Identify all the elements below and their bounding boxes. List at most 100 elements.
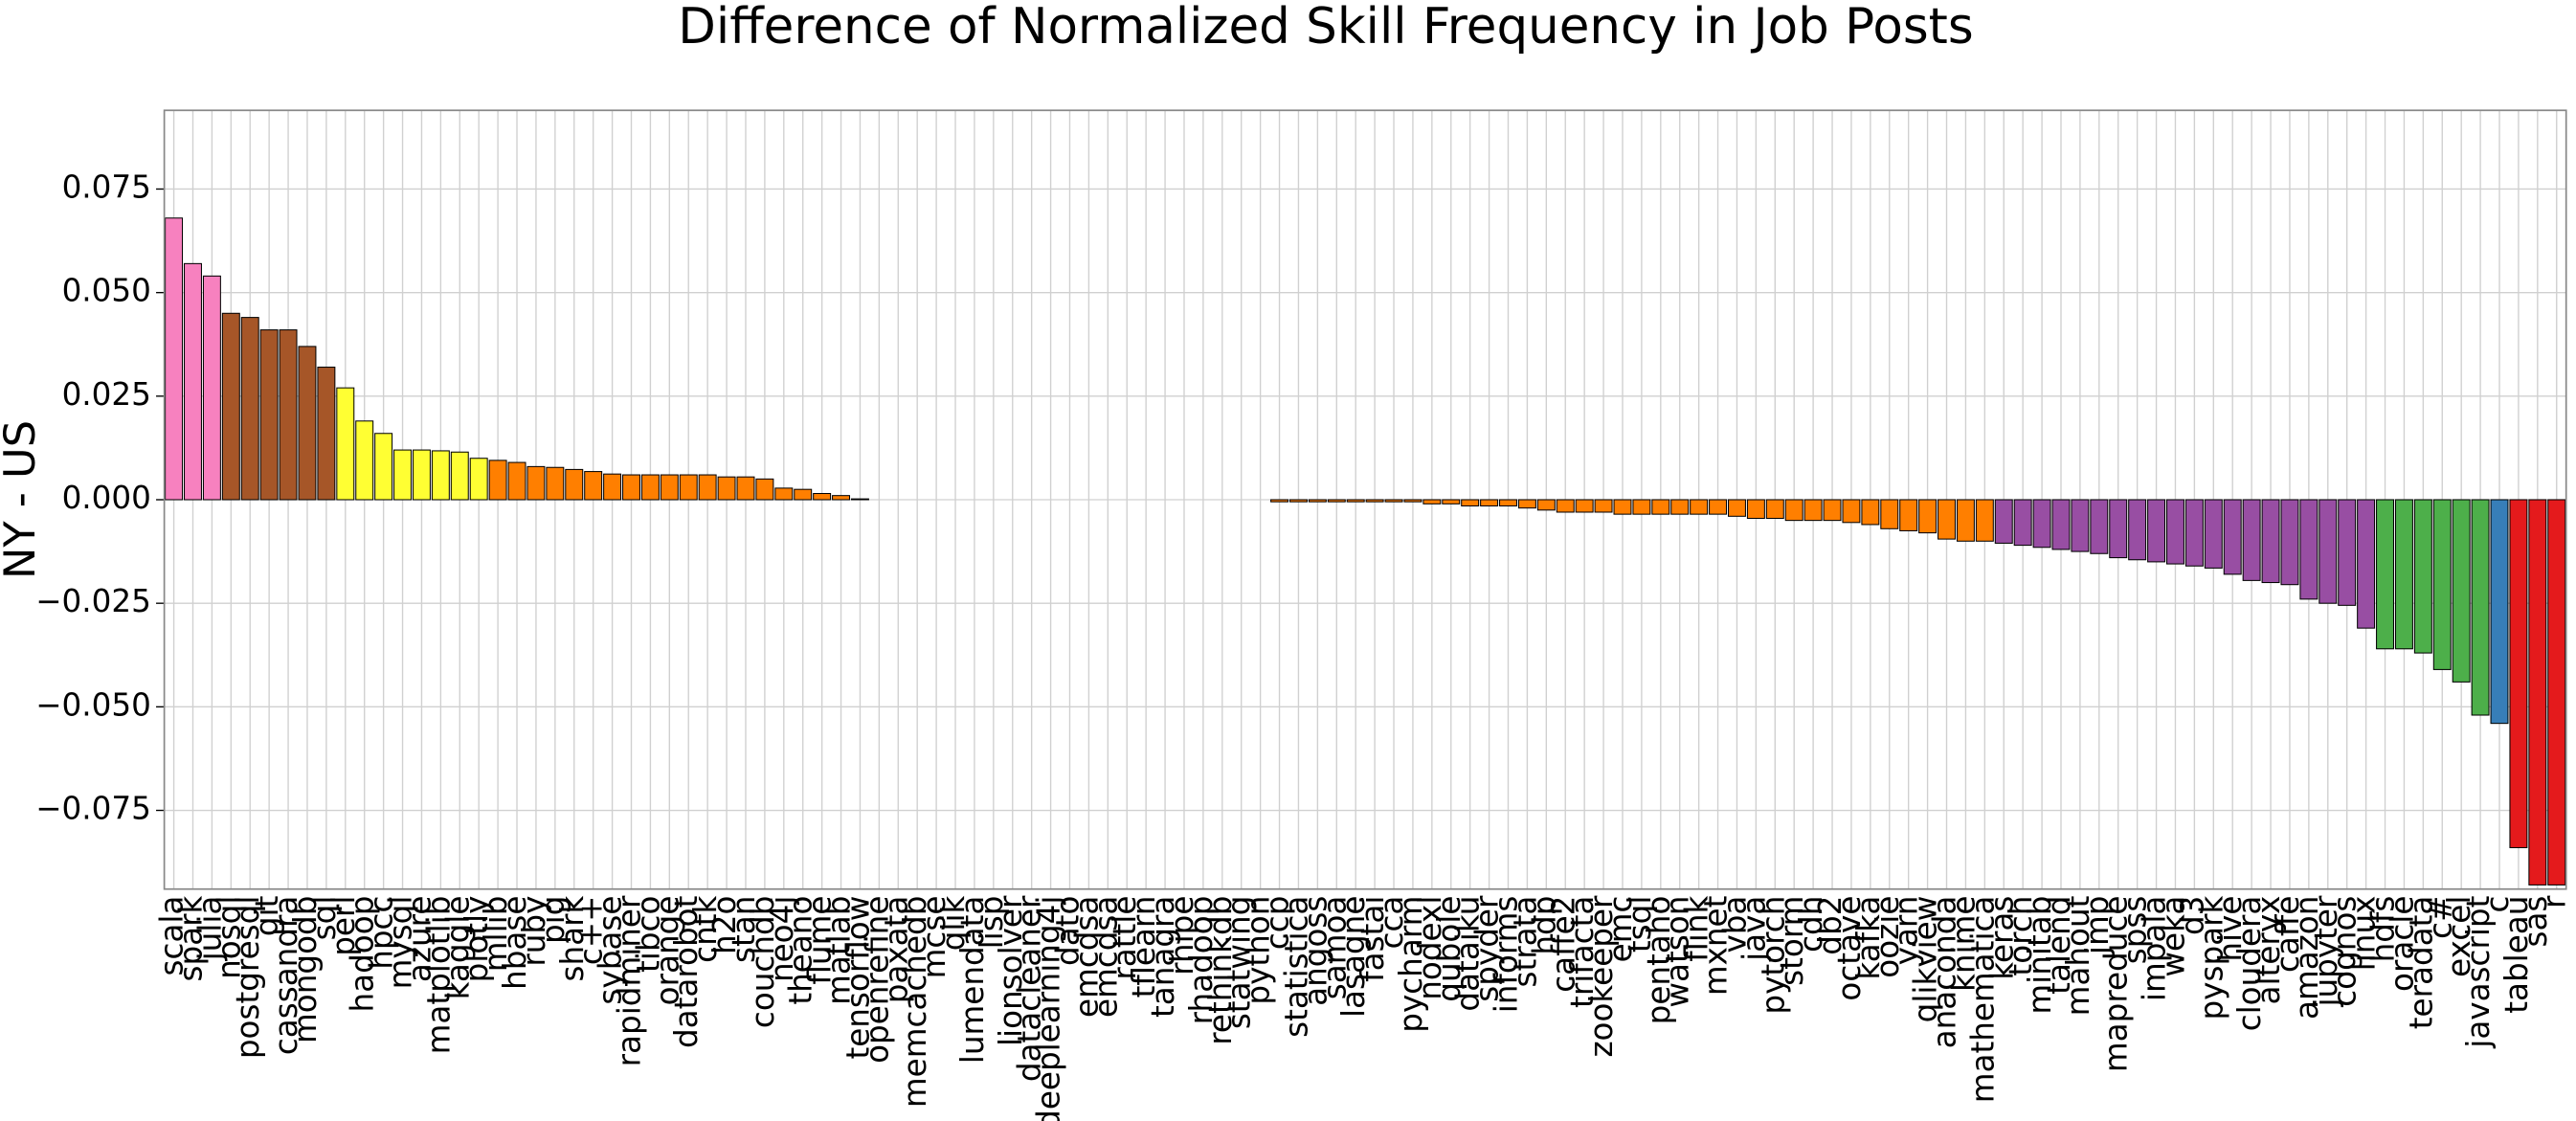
bar [1461, 499, 1480, 507]
x-tick-label: dataiku [1450, 896, 1487, 1012]
bar [1308, 499, 1327, 503]
bar [336, 387, 355, 501]
x-tick-label: trifacta [1564, 896, 1601, 1008]
bar [165, 217, 184, 501]
x-tick-label: db2 [1812, 896, 1848, 955]
x-tick-label: emcdsa [1068, 896, 1105, 1018]
bar [2204, 499, 2223, 569]
x-tick-label: mysql [383, 896, 419, 990]
x-tick-label: nodexl [1412, 896, 1448, 1000]
bar [584, 471, 603, 501]
bar [412, 449, 431, 501]
bar [507, 461, 526, 501]
x-tick-label: ccp [1260, 896, 1296, 951]
y-tick-label: −0.025 [35, 583, 151, 619]
x-tick-label: hbase [497, 896, 533, 990]
bar [1651, 499, 1670, 515]
bar [1823, 499, 1842, 522]
x-tick-label: nosql [211, 896, 247, 979]
x-tick-label: zookeeper [1583, 895, 1620, 1058]
x-tick-label: rhadoop [1183, 896, 1220, 1025]
bar [1632, 499, 1651, 515]
x-tick-label: deeplearning4j [1031, 896, 1067, 1121]
bar [813, 492, 832, 501]
bar [1594, 499, 1613, 513]
x-tick-label: shark [554, 895, 591, 981]
bar [2490, 499, 2509, 725]
x-tick-label: mcse [916, 896, 952, 979]
y-tick-label: −0.050 [35, 686, 151, 723]
x-tick-label: hadoop [345, 896, 381, 1013]
bar [640, 474, 660, 501]
bar [1346, 499, 1365, 503]
bar [2166, 499, 2184, 565]
bar [1613, 499, 1632, 515]
x-tick-label: minitab [2022, 896, 2058, 1015]
x-tick-label: julia [191, 896, 228, 962]
x-tick-label: tensorflow [840, 896, 876, 1060]
bar [2280, 499, 2299, 586]
bar [1784, 499, 1803, 522]
bar [1727, 499, 1746, 517]
bar [1842, 499, 1861, 524]
x-tick-label: watson [1660, 896, 1696, 1008]
bar [2394, 499, 2413, 650]
x-tick-label: mahout [2060, 896, 2096, 1017]
bar [488, 460, 507, 501]
x-tick-label: tsql [1622, 896, 1658, 953]
bar [2071, 499, 2090, 552]
x-tick-label: java [1736, 896, 1772, 962]
bar [603, 473, 622, 501]
x-tick-label: mxnet [1698, 896, 1735, 997]
x-tick-label: cdh [1793, 896, 1829, 953]
x-tick-label: qlikview [1908, 896, 1944, 1023]
bar [1803, 499, 1823, 522]
bar [184, 262, 202, 501]
x-tick-label: kafka [1850, 896, 1887, 980]
x-tick-label: hdp [1526, 896, 1562, 955]
x-tick-label: rapidminer [611, 895, 647, 1066]
y-tick-label: 0.075 [62, 168, 151, 205]
x-tick-label: tibco [630, 896, 666, 973]
x-tick-label: rhipe [1164, 896, 1200, 975]
x-tick-label: c [2479, 896, 2516, 913]
bar [1288, 499, 1308, 503]
x-tick-label: emcdsa [1087, 896, 1124, 1018]
x-tick-label: rethinkdb [1202, 896, 1239, 1045]
x-tick-label: datacleaner [1012, 895, 1048, 1082]
x-tick-label: pentaho [1641, 896, 1677, 1025]
x-tick-label: cloudera [2231, 896, 2268, 1032]
x-tick-label: knime [1945, 896, 1982, 992]
chart-title: Difference of Normalized Skill Frequency… [678, 0, 1973, 56]
bar [698, 474, 717, 501]
x-tick-label: lisp [974, 896, 1010, 950]
x-tick-label: oracle [2384, 896, 2420, 992]
x-tick-label: hpcc [364, 896, 400, 970]
x-tick-label: alteryx [2251, 896, 2287, 1005]
x-tick-label: linux [2346, 896, 2383, 972]
bar [774, 487, 794, 501]
bar [1556, 499, 1575, 513]
bar [2318, 499, 2338, 604]
bar [717, 476, 736, 501]
x-tick-label: caffe2 [1545, 896, 1581, 993]
x-tick-label: cognos [2327, 896, 2363, 1007]
x-tick-label: hive [2212, 896, 2249, 962]
bar [1422, 499, 1442, 504]
bar [2184, 499, 2204, 567]
bar [1899, 499, 1918, 531]
x-tick-label: excel [2441, 896, 2477, 977]
bar [221, 312, 240, 501]
x-tick-label: qubole [1431, 896, 1467, 1002]
x-tick-label: r [2537, 895, 2573, 908]
x-tick-label: storm [1774, 896, 1810, 986]
x-tick-label: neo4j [764, 896, 800, 982]
bar [1480, 499, 1499, 507]
bar [317, 367, 336, 501]
x-tick-label: openrefine [859, 896, 895, 1064]
x-tick-label: statistica [1278, 896, 1314, 1038]
x-tick-label: cassandra [268, 896, 304, 1056]
x-tick-label: jupyter [2308, 895, 2344, 1008]
bar [1690, 499, 1709, 515]
